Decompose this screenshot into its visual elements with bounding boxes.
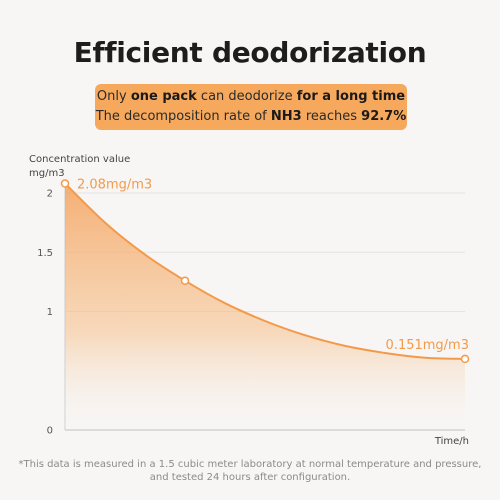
y-tick-label: 0 [47,426,53,437]
series-line [64,182,466,360]
data-point-marker [60,179,70,188]
banner-text: reaches [301,109,362,124]
data-label: 2.08mg/m3 [77,178,152,193]
data-point-marker [460,354,470,364]
footnote-line-2: and tested 24 hours after configuration. [149,472,351,483]
footnote: *This data is measured in a 1.5 cubic me… [0,458,500,484]
data-label: 0.151mg/m3 [386,338,469,353]
banner-line-2: The decomposition rate of NH3 reaches 92… [95,109,407,124]
banner-emphasis: NH3 [270,109,302,124]
series-area [65,183,465,430]
highlight-banner: Only one pack can deodorize for a long t… [95,84,407,130]
banner-text: The decomposition rate of [95,109,271,124]
banner-line-1: Only one pack can deodorize for a long t… [95,89,407,104]
footnote-line-1: *This data is measured in a 1.5 cubic me… [18,459,482,470]
y-tick-label: 1.5 [37,248,53,259]
data-point-marker [180,276,190,285]
banner-emphasis: one pack [130,89,197,104]
banner-text: can deodorize [196,89,297,104]
banner-emphasis: 92.7% [361,109,407,124]
y-tick-label: 2 [47,189,53,200]
page-title: Efficient deodorization [73,36,427,69]
y-tick-label: 1 [47,307,53,318]
banner-text: Only [96,89,131,104]
y-axis-label: Concentration value [29,154,130,165]
x-axis-label: Time/h [434,436,469,447]
y-axis-unit: mg/m3 [29,168,65,179]
banner-emphasis: for a long time [296,89,406,104]
